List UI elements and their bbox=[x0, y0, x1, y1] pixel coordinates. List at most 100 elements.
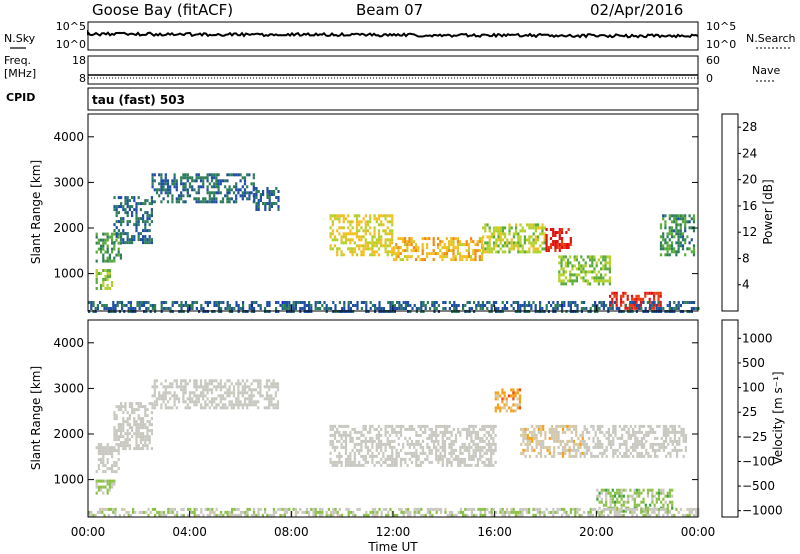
velocity-cell bbox=[656, 442, 659, 446]
power-cell bbox=[102, 232, 105, 236]
velocity-cell bbox=[645, 433, 648, 437]
velocity-cell bbox=[388, 439, 392, 443]
power-cell bbox=[670, 214, 674, 218]
velocity-cell bbox=[569, 510, 572, 514]
velocity-cell bbox=[115, 429, 118, 433]
power-cell bbox=[537, 226, 540, 230]
power-cell bbox=[327, 307, 330, 310]
power-cell bbox=[138, 307, 141, 310]
velocity-cell bbox=[261, 394, 264, 398]
power-cell bbox=[589, 270, 592, 274]
velocity-cell bbox=[580, 513, 583, 517]
power-cell bbox=[547, 249, 550, 252]
power-cell bbox=[437, 237, 440, 241]
velocity-cell bbox=[333, 445, 337, 449]
power-cell bbox=[562, 273, 565, 277]
velocity-cell bbox=[494, 409, 497, 413]
velocity-cell bbox=[647, 424, 650, 428]
power-cell bbox=[673, 301, 676, 304]
power-cell bbox=[299, 307, 302, 310]
velocity-cell bbox=[415, 439, 418, 443]
velocity-cell bbox=[252, 394, 255, 398]
power-cell bbox=[321, 304, 324, 307]
power-cell bbox=[478, 240, 481, 244]
velocity-cell bbox=[557, 451, 560, 455]
power-cell bbox=[688, 247, 691, 251]
power-cell bbox=[629, 301, 632, 304]
power-cell bbox=[253, 196, 256, 199]
velocity-cell bbox=[476, 442, 480, 446]
velocity-cell bbox=[666, 510, 669, 514]
velocity-cell bbox=[570, 430, 573, 434]
velocity-cell bbox=[587, 513, 590, 517]
velocity-cell bbox=[92, 513, 95, 517]
velocity-cell bbox=[476, 430, 480, 434]
velocity-cell bbox=[257, 406, 260, 410]
power-cell bbox=[349, 232, 352, 236]
velocity-cell bbox=[215, 507, 218, 511]
power-cell bbox=[347, 232, 350, 236]
velocity-cell bbox=[624, 500, 628, 504]
velocity-cell bbox=[496, 397, 500, 401]
power-cell bbox=[119, 241, 122, 245]
velocity-cell bbox=[622, 503, 625, 507]
power-cell bbox=[459, 258, 462, 262]
velocity-cell bbox=[226, 513, 229, 517]
power-cell bbox=[235, 200, 238, 204]
velocity-cell bbox=[263, 406, 266, 410]
velocity-cell bbox=[654, 454, 657, 458]
velocity-cell bbox=[377, 433, 381, 437]
velocity-cell bbox=[395, 463, 398, 467]
velocity-cell bbox=[612, 451, 615, 455]
velocity-cell bbox=[634, 424, 637, 428]
power-cell bbox=[445, 255, 448, 259]
power-cell bbox=[195, 301, 198, 304]
power-cell bbox=[362, 235, 365, 239]
power-cell bbox=[352, 304, 355, 307]
power-cell bbox=[119, 253, 122, 257]
power-cell bbox=[670, 250, 674, 254]
power-cell bbox=[139, 232, 142, 236]
velocity-cell bbox=[380, 513, 383, 517]
power-cell bbox=[393, 246, 396, 250]
velocity-cell bbox=[386, 430, 389, 434]
velocity-cell bbox=[655, 513, 658, 517]
power-cell bbox=[333, 244, 337, 248]
power-cell bbox=[399, 237, 402, 241]
velocity-cell bbox=[235, 382, 238, 386]
velocity-colorbar-label: Velocity [m s⁻¹] bbox=[771, 371, 785, 464]
velocity-cell bbox=[250, 403, 253, 407]
velocity-cell bbox=[665, 454, 668, 458]
velocity-cell bbox=[487, 433, 491, 437]
power-cell bbox=[670, 247, 674, 251]
velocity-cell bbox=[526, 427, 529, 431]
power-cell bbox=[493, 232, 496, 236]
velocity-cell bbox=[193, 379, 196, 383]
velocity-cell bbox=[312, 513, 315, 517]
power-cell bbox=[360, 301, 363, 304]
velocity-cell bbox=[369, 454, 372, 458]
velocity-cell bbox=[244, 510, 247, 514]
velocity-cell bbox=[524, 430, 527, 434]
velocity-cell bbox=[417, 457, 420, 461]
power-cell bbox=[686, 220, 689, 224]
velocity-cell bbox=[570, 424, 573, 428]
power-cell bbox=[470, 237, 473, 241]
velocity-cell bbox=[345, 507, 348, 511]
power-cell bbox=[213, 191, 216, 195]
velocity-cell bbox=[406, 451, 409, 455]
power-cell bbox=[564, 261, 567, 265]
velocity-cell bbox=[283, 513, 286, 517]
power-cell bbox=[164, 176, 167, 180]
velocity-cell bbox=[609, 494, 612, 498]
power-cell bbox=[186, 179, 189, 183]
power-cell bbox=[607, 307, 610, 310]
power-cell bbox=[206, 176, 209, 180]
power-cell bbox=[199, 185, 203, 189]
velocity-cell bbox=[413, 507, 416, 511]
power-cell bbox=[534, 238, 537, 242]
velocity-cell bbox=[544, 436, 547, 440]
velocity-cell bbox=[484, 513, 487, 517]
velocity-cell bbox=[146, 426, 149, 430]
velocity-cell bbox=[522, 427, 525, 431]
